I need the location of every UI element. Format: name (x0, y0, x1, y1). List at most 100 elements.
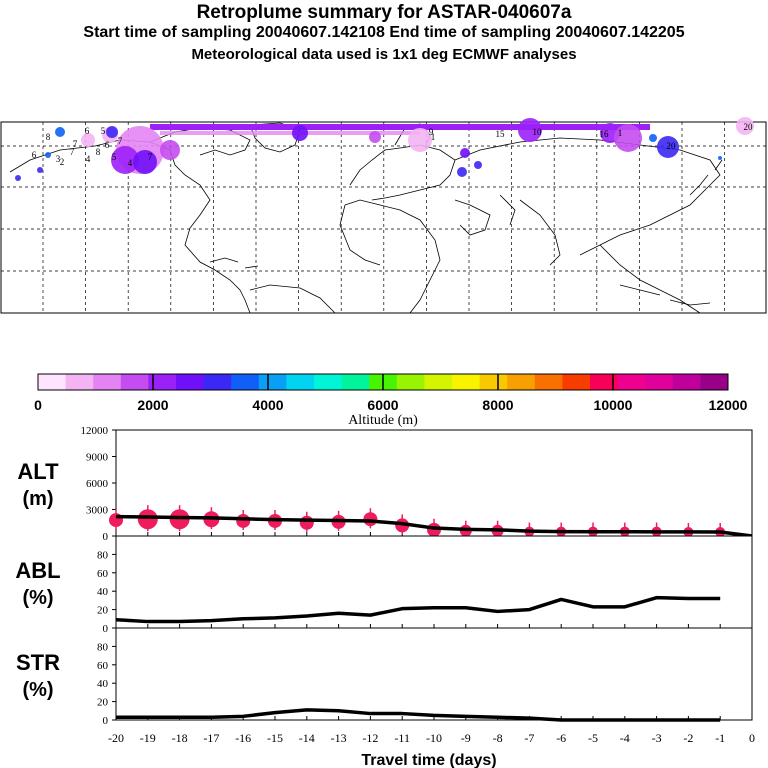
colorbar-swatch (341, 374, 370, 390)
x-tick-label: -8 (493, 731, 503, 745)
map-label: 4 (128, 158, 133, 168)
panel-frame (115, 535, 753, 629)
map-plume (15, 117, 754, 181)
plume-blob (657, 136, 679, 158)
series-line (115, 514, 753, 538)
x-tick-label: -13 (331, 731, 347, 745)
x-tick-label: -20 (108, 731, 124, 745)
coastline (454, 137, 721, 256)
plume-blob (614, 124, 642, 152)
plume-blob (460, 148, 470, 158)
map-label: 20 (744, 122, 754, 132)
x-tick-label: -1 (715, 731, 725, 745)
map-label: 5 (101, 126, 106, 136)
x-tick-label: -10 (426, 731, 442, 745)
colorbar-swatch (645, 374, 674, 390)
map-label: 7 (148, 152, 153, 162)
colorbar-swatch (617, 374, 646, 390)
figure-title: Retroplume summary for ASTAR-040607a (196, 2, 572, 23)
panel-frame (115, 627, 753, 721)
plume-blob (111, 146, 139, 174)
map-label: 1 (431, 132, 436, 142)
coastline (349, 144, 456, 201)
plume-blob (55, 127, 65, 137)
x-tick-label: -17 (203, 731, 219, 745)
map-label: 20 (667, 141, 677, 151)
map-label: 8 (96, 147, 101, 157)
plume-blob (457, 167, 467, 177)
colorbar-swatch (396, 374, 425, 390)
map-label: 4 (86, 154, 91, 164)
plume-blob (518, 118, 542, 142)
plume-band (160, 131, 420, 135)
coastline (619, 284, 711, 306)
map-label: 7 (73, 139, 78, 149)
x-tick-label: -3 (652, 731, 662, 745)
y-tick-label: 20 (97, 605, 109, 617)
plume-blob (15, 175, 21, 181)
map-label: 1 (618, 128, 623, 138)
y-tick-label: 9000 (86, 452, 109, 464)
colorbar-swatch (534, 374, 563, 390)
panel-ylabel: STR (16, 650, 60, 675)
y-tick-label: 12000 (81, 425, 109, 437)
coastline (209, 257, 259, 269)
colorbar-tick-label: 2000 (137, 397, 168, 413)
coastline (339, 199, 441, 314)
x-tick-label: -9 (461, 731, 471, 745)
y-tick-label: 80 (97, 549, 109, 561)
map-label: 2 (60, 157, 65, 167)
y-tick-label: 60 (97, 568, 109, 580)
y-tick-label: 20 (97, 697, 109, 709)
plume-blob (736, 117, 754, 135)
y-tick-label: 40 (97, 678, 109, 690)
plume-blob (37, 167, 43, 173)
map-label: 6 (85, 126, 90, 136)
colorbar-swatch (176, 374, 205, 390)
map-label: 5 (112, 152, 117, 162)
x-tick-label: -19 (140, 731, 156, 745)
plume-blob (45, 152, 51, 158)
plume-blob (81, 133, 95, 147)
met-data-note: Meteorological data used is 1x1 deg ECMW… (191, 46, 577, 63)
x-tick-label: -6 (556, 731, 566, 745)
colorbar-swatch (120, 374, 149, 390)
y-tick-label: 40 (97, 586, 109, 598)
plume-blob (106, 126, 118, 138)
map-label: 9 (429, 127, 434, 137)
altitude-colorbar: 0 2000 4000 6000 8000 10000 12000 Altitude (m) (34, 373, 748, 428)
map-label: 15 (496, 129, 506, 139)
colorbar-tick-label: 4000 (252, 397, 283, 413)
colorbar-swatch (314, 374, 343, 390)
colorbar-swatch (93, 374, 122, 390)
panel-ylabel-unit: (%) (22, 587, 53, 609)
colorbar-swatch (231, 374, 260, 390)
coastline (499, 194, 561, 266)
x-tick-label: -14 (299, 731, 315, 745)
colorbar-swatch (452, 374, 481, 390)
map-label: 7 (70, 147, 75, 157)
plume-blob (369, 131, 381, 143)
sampling-times: Start time of sampling 20040607.142108 E… (83, 24, 685, 41)
map-coastlines (9, 122, 723, 314)
colorbar-swatch (286, 374, 315, 390)
x-tick-label: -5 (588, 731, 598, 745)
x-axis-label: Travel time (days) (361, 752, 496, 768)
coastline (149, 127, 251, 156)
time-series-panels: 120009000600030000ALT(m)806040200ABL(%)8… (15, 425, 755, 768)
y-tick-label: 6000 (86, 478, 109, 490)
map-label: 16 (600, 129, 610, 139)
plume-blob (160, 140, 180, 160)
colorbar-axis-label: Altitude (m) (348, 413, 418, 428)
x-tick-label: -18 (172, 731, 188, 745)
series-line (115, 595, 721, 624)
y-tick-label: 60 (97, 660, 109, 672)
colorbar-swatch (562, 374, 591, 390)
x-tick-label: -12 (362, 731, 378, 745)
coastline (454, 199, 491, 236)
x-tick-label: -7 (524, 731, 534, 745)
y-tick-label: 3000 (86, 505, 109, 517)
colorbar-swatch (700, 374, 729, 390)
